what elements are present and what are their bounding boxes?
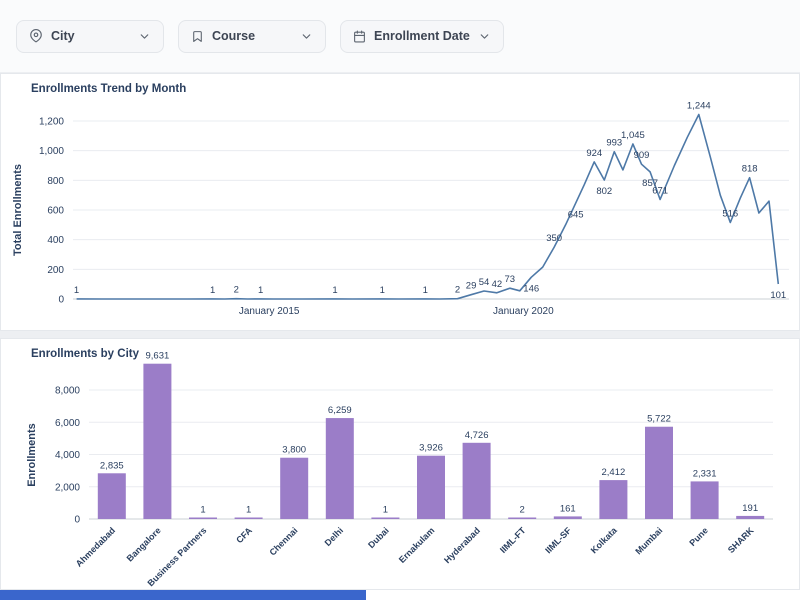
svg-text:101: 101 [770,290,786,301]
enrollment-date-filter-dropdown[interactable]: Enrollment Date [340,19,504,53]
svg-text:909: 909 [634,150,650,161]
svg-text:1: 1 [258,285,263,296]
svg-text:800: 800 [47,176,64,187]
svg-text:Kolkata: Kolkata [589,525,620,556]
svg-text:29: 29 [466,281,477,292]
svg-text:Ernakulam: Ernakulam [397,525,437,565]
svg-text:924: 924 [586,148,602,159]
city-filter-label: City [51,29,75,43]
svg-text:2,835: 2,835 [100,460,124,471]
svg-text:IIML-FT: IIML-FT [498,525,528,555]
svg-text:200: 200 [47,265,64,276]
svg-text:January 2020: January 2020 [493,306,554,317]
svg-text:Bangalore: Bangalore [125,525,163,563]
svg-text:1,200: 1,200 [39,117,64,128]
svg-text:350: 350 [546,233,562,244]
course-filter-label: Course [212,29,256,43]
enrollments-trend-card: Enrollments Trend by Month 0 200 400 600 800… [0,73,800,331]
enrollments-by-city-card: Enrollments by City 0 2,000 4,000 6,000 8,00… [0,338,800,590]
svg-text:191: 191 [742,503,758,514]
svg-text:IIML-SF: IIML-SF [543,525,573,555]
city-chart-svg[interactable]: 0 2,000 4,000 6,000 8,000 Enrollments 2,835 Ahm… [1,351,800,589]
svg-text:802: 802 [596,186,612,197]
svg-text:1: 1 [332,285,337,296]
svg-text:54: 54 [479,277,490,288]
svg-text:2: 2 [520,505,525,516]
svg-text:4,000: 4,000 [55,450,80,461]
svg-text:January 2015: January 2015 [239,306,300,317]
svg-text:6,259: 6,259 [328,405,352,416]
svg-text:42: 42 [492,279,503,290]
horizontal-scrollbar-thumb[interactable] [0,590,366,600]
svg-text:2: 2 [455,285,460,296]
svg-text:1,045: 1,045 [621,130,645,141]
city-chart-title: Enrollments by City [31,348,139,360]
svg-text:Dubai: Dubai [366,525,391,550]
svg-text:146: 146 [523,283,539,294]
filter-bar: City Course Enrollment Date [0,0,800,72]
svg-text:1: 1 [423,285,428,296]
svg-text:Ahmedabad: Ahmedabad [74,525,117,568]
svg-text:1: 1 [380,285,385,296]
svg-text:1: 1 [74,285,79,296]
svg-text:600: 600 [47,206,64,217]
svg-text:Total Enrollments: Total Enrollments [12,164,24,256]
svg-text:Chennai: Chennai [267,525,299,557]
svg-text:993: 993 [606,138,622,149]
course-bookmark-icon [191,30,204,43]
svg-text:3,926: 3,926 [419,443,443,454]
svg-text:Enrollments: Enrollments [26,423,38,487]
svg-text:CFA: CFA [234,525,254,545]
svg-text:857: 857 [642,178,658,189]
svg-text:73: 73 [504,274,515,285]
trend-chart-svg[interactable]: 0 200 400 600 800 1,000 1,200 January 2015 Janua… [1,96,800,322]
svg-text:Hyderabad: Hyderabad [442,525,482,565]
course-filter-dropdown[interactable]: Course [178,19,326,53]
svg-text:1: 1 [383,505,388,516]
svg-text:671: 671 [652,185,668,196]
city-filter-dropdown[interactable]: City [16,19,164,53]
svg-text:818: 818 [742,164,758,175]
svg-text:2,412: 2,412 [602,467,626,478]
svg-text:Delhi: Delhi [323,525,346,548]
svg-text:Pune: Pune [687,525,710,548]
svg-text:1: 1 [200,505,205,516]
svg-text:1,000: 1,000 [39,146,64,157]
svg-text:0: 0 [58,295,64,306]
svg-text:6,000: 6,000 [55,418,80,429]
svg-text:516: 516 [722,208,738,219]
chevron-down-icon [478,30,491,43]
svg-text:161: 161 [560,503,576,514]
svg-text:SHARK: SHARK [726,525,756,555]
chevron-down-icon [300,30,313,43]
location-pin-icon [29,29,43,43]
svg-text:2,000: 2,000 [55,482,80,493]
svg-text:400: 400 [47,235,64,246]
svg-text:1: 1 [246,505,251,516]
svg-text:0: 0 [74,515,80,526]
svg-text:645: 645 [568,209,584,220]
svg-text:4,726: 4,726 [465,430,489,441]
calendar-icon [353,30,366,43]
enrollment-date-filter-label: Enrollment Date [374,29,470,43]
svg-text:2: 2 [234,285,239,296]
svg-text:1: 1 [210,285,215,296]
svg-text:2,331: 2,331 [693,468,717,479]
chevron-down-icon [138,30,151,43]
horizontal-scrollbar [0,590,800,600]
svg-text:3,800: 3,800 [282,445,306,456]
svg-text:Mumbai: Mumbai [633,525,664,556]
svg-text:5,722: 5,722 [647,414,671,425]
trend-chart-title: Enrollments Trend by Month [31,83,187,95]
svg-text:9,631: 9,631 [146,351,170,362]
svg-text:1,244: 1,244 [687,100,711,111]
svg-text:8,000: 8,000 [55,386,80,397]
